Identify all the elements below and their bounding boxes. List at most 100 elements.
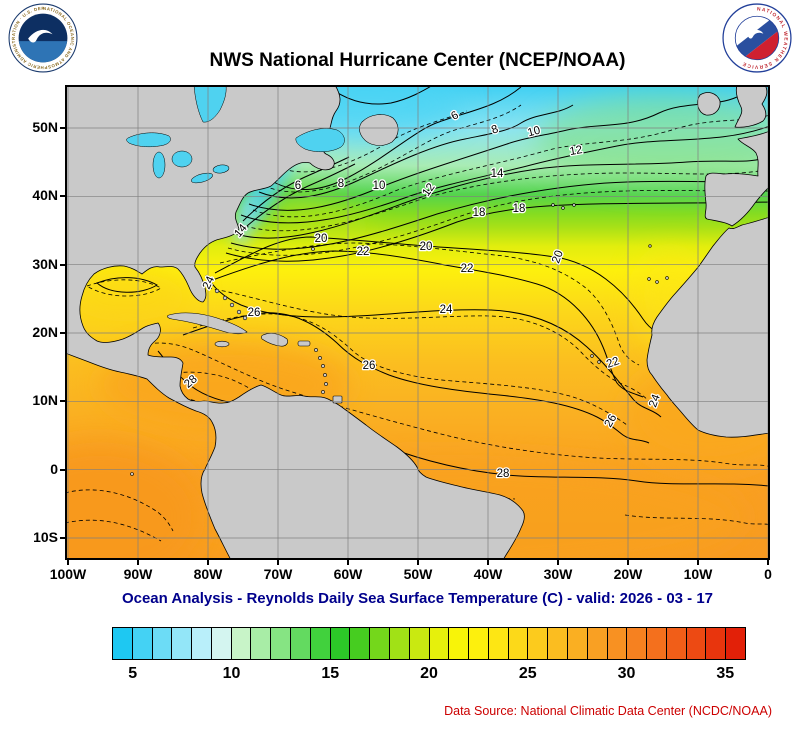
colorbar-segment bbox=[726, 628, 745, 659]
contour-label: 20 bbox=[420, 241, 433, 253]
colorbar-segment bbox=[429, 628, 450, 659]
contour-lines bbox=[65, 85, 770, 542]
lon-tick-label: 0 bbox=[764, 566, 772, 582]
colorbar-segment bbox=[310, 628, 331, 659]
madeira-island bbox=[648, 244, 652, 248]
lon-axis-tick bbox=[137, 560, 139, 565]
lat-tick-label: 40N bbox=[32, 187, 58, 204]
lat-tick-label: 10S bbox=[33, 528, 58, 545]
canary-islands bbox=[647, 277, 651, 281]
lat-tick-label: 10N bbox=[32, 392, 58, 409]
colorbar-segment bbox=[548, 628, 568, 659]
colorbar-tick-label: 5 bbox=[128, 665, 138, 682]
noaa-seal-sea bbox=[18, 41, 68, 63]
colorbar-segment bbox=[666, 628, 687, 659]
bermuda-island bbox=[311, 247, 315, 251]
map-border bbox=[65, 85, 770, 560]
lon-axis-tick bbox=[417, 560, 419, 565]
lon-tick-label: 70W bbox=[263, 566, 293, 582]
colorbar-segment bbox=[211, 628, 232, 659]
trinidad-island bbox=[332, 395, 343, 404]
lon-tick-label: 40W bbox=[473, 566, 503, 582]
data-source-credit: Data Source: National Climatic Data Cent… bbox=[444, 704, 772, 718]
hispaniola-island bbox=[261, 333, 288, 347]
lon-axis-tick bbox=[207, 560, 209, 565]
noaa-logo: NATIONAL OCEANIC AND ATMOSPHERIC ADMINIS… bbox=[8, 3, 78, 73]
lakes bbox=[126, 85, 345, 184]
colorbar-segment bbox=[706, 628, 727, 659]
nws-emblem bbox=[735, 16, 779, 60]
colorbar-segment bbox=[647, 628, 667, 659]
colorbar-segment bbox=[192, 628, 212, 659]
colorbar-tick-label: 15 bbox=[321, 665, 340, 682]
gulf-of-st-lawrence bbox=[295, 128, 345, 152]
colorbar-segment bbox=[271, 628, 292, 659]
lat-tick-label: 20N bbox=[32, 323, 58, 340]
islands bbox=[130, 114, 669, 476]
colorbar-segment bbox=[686, 628, 707, 659]
contour-label: 26 bbox=[248, 307, 261, 319]
colorbar-ticks: 5 10 15 20 25 30 35 bbox=[113, 665, 745, 687]
colorbar-segment bbox=[528, 628, 549, 659]
contour-label: 22 bbox=[461, 263, 474, 275]
colorbar-segment bbox=[567, 628, 588, 659]
lake-erie bbox=[191, 172, 213, 184]
lon-tick-label: 50W bbox=[403, 566, 433, 582]
colorbar-segment bbox=[627, 628, 648, 659]
jamaica-island bbox=[214, 340, 230, 348]
lake-superior bbox=[126, 132, 171, 148]
lon-tick-label: 80W bbox=[193, 566, 223, 582]
newfoundland-island bbox=[359, 114, 399, 146]
lon-axis-tick bbox=[767, 560, 769, 565]
cuba-island bbox=[167, 312, 248, 335]
contour-label: 22 bbox=[357, 246, 370, 258]
colorbar-segment bbox=[330, 628, 351, 659]
uk-landmass bbox=[734, 85, 768, 128]
colorbar-segment bbox=[113, 628, 133, 659]
colorbar-segment bbox=[231, 628, 252, 659]
africa-landmass bbox=[646, 216, 770, 438]
colorbar-tick-label: 30 bbox=[617, 665, 636, 682]
colorbar-segment bbox=[251, 628, 272, 659]
contour-label: 18 bbox=[473, 207, 486, 219]
contour-label: 14 bbox=[491, 168, 504, 180]
colorbar bbox=[112, 627, 746, 660]
europe-landmass bbox=[704, 130, 770, 227]
landmasses bbox=[65, 85, 770, 560]
colorbar-segment bbox=[132, 628, 153, 659]
lon-axis-tick bbox=[347, 560, 349, 565]
lake-huron bbox=[171, 150, 193, 168]
lat-tick-label: 30N bbox=[32, 255, 58, 272]
lon-axis-tick bbox=[557, 560, 559, 565]
colorbar-segment bbox=[350, 628, 371, 659]
colorbar-segment bbox=[469, 628, 489, 659]
lon-tick-label: 30W bbox=[543, 566, 573, 582]
galapagos-islands bbox=[130, 472, 134, 476]
colorbar-segment bbox=[370, 628, 390, 659]
colorbar-tick-label: 20 bbox=[420, 665, 438, 682]
page-title: NWS National Hurricane Center (NCEP/NOAA… bbox=[209, 50, 626, 71]
lon-tick-label: 10W bbox=[683, 566, 713, 582]
contour-label: 26 bbox=[363, 360, 376, 372]
lat-tick-label: 50N bbox=[32, 119, 58, 135]
colorbar-segment bbox=[488, 628, 509, 659]
colorbar-segment bbox=[587, 628, 608, 659]
puerto-rico-island bbox=[297, 340, 311, 347]
contour-label: 18 bbox=[513, 203, 526, 215]
americas-landmass bbox=[65, 85, 525, 560]
colorbar-segment bbox=[172, 628, 193, 659]
lake-michigan bbox=[152, 151, 166, 179]
contour-label: 10 bbox=[373, 180, 386, 192]
lon-axis-tick bbox=[67, 560, 69, 565]
contour-label: 10 bbox=[526, 125, 541, 140]
lon-axis-tick bbox=[697, 560, 699, 565]
colorbar-segment bbox=[291, 628, 311, 659]
james-bay bbox=[193, 85, 227, 123]
colorbar-segment bbox=[607, 628, 628, 659]
lon-axis-tick bbox=[627, 560, 629, 565]
contour-label: 6 bbox=[295, 180, 301, 192]
contour-label: 8 bbox=[338, 178, 344, 190]
nws-logo: NATIONAL WEATHER SERVICE bbox=[722, 3, 792, 73]
lon-tick-label: 90W bbox=[123, 566, 153, 582]
